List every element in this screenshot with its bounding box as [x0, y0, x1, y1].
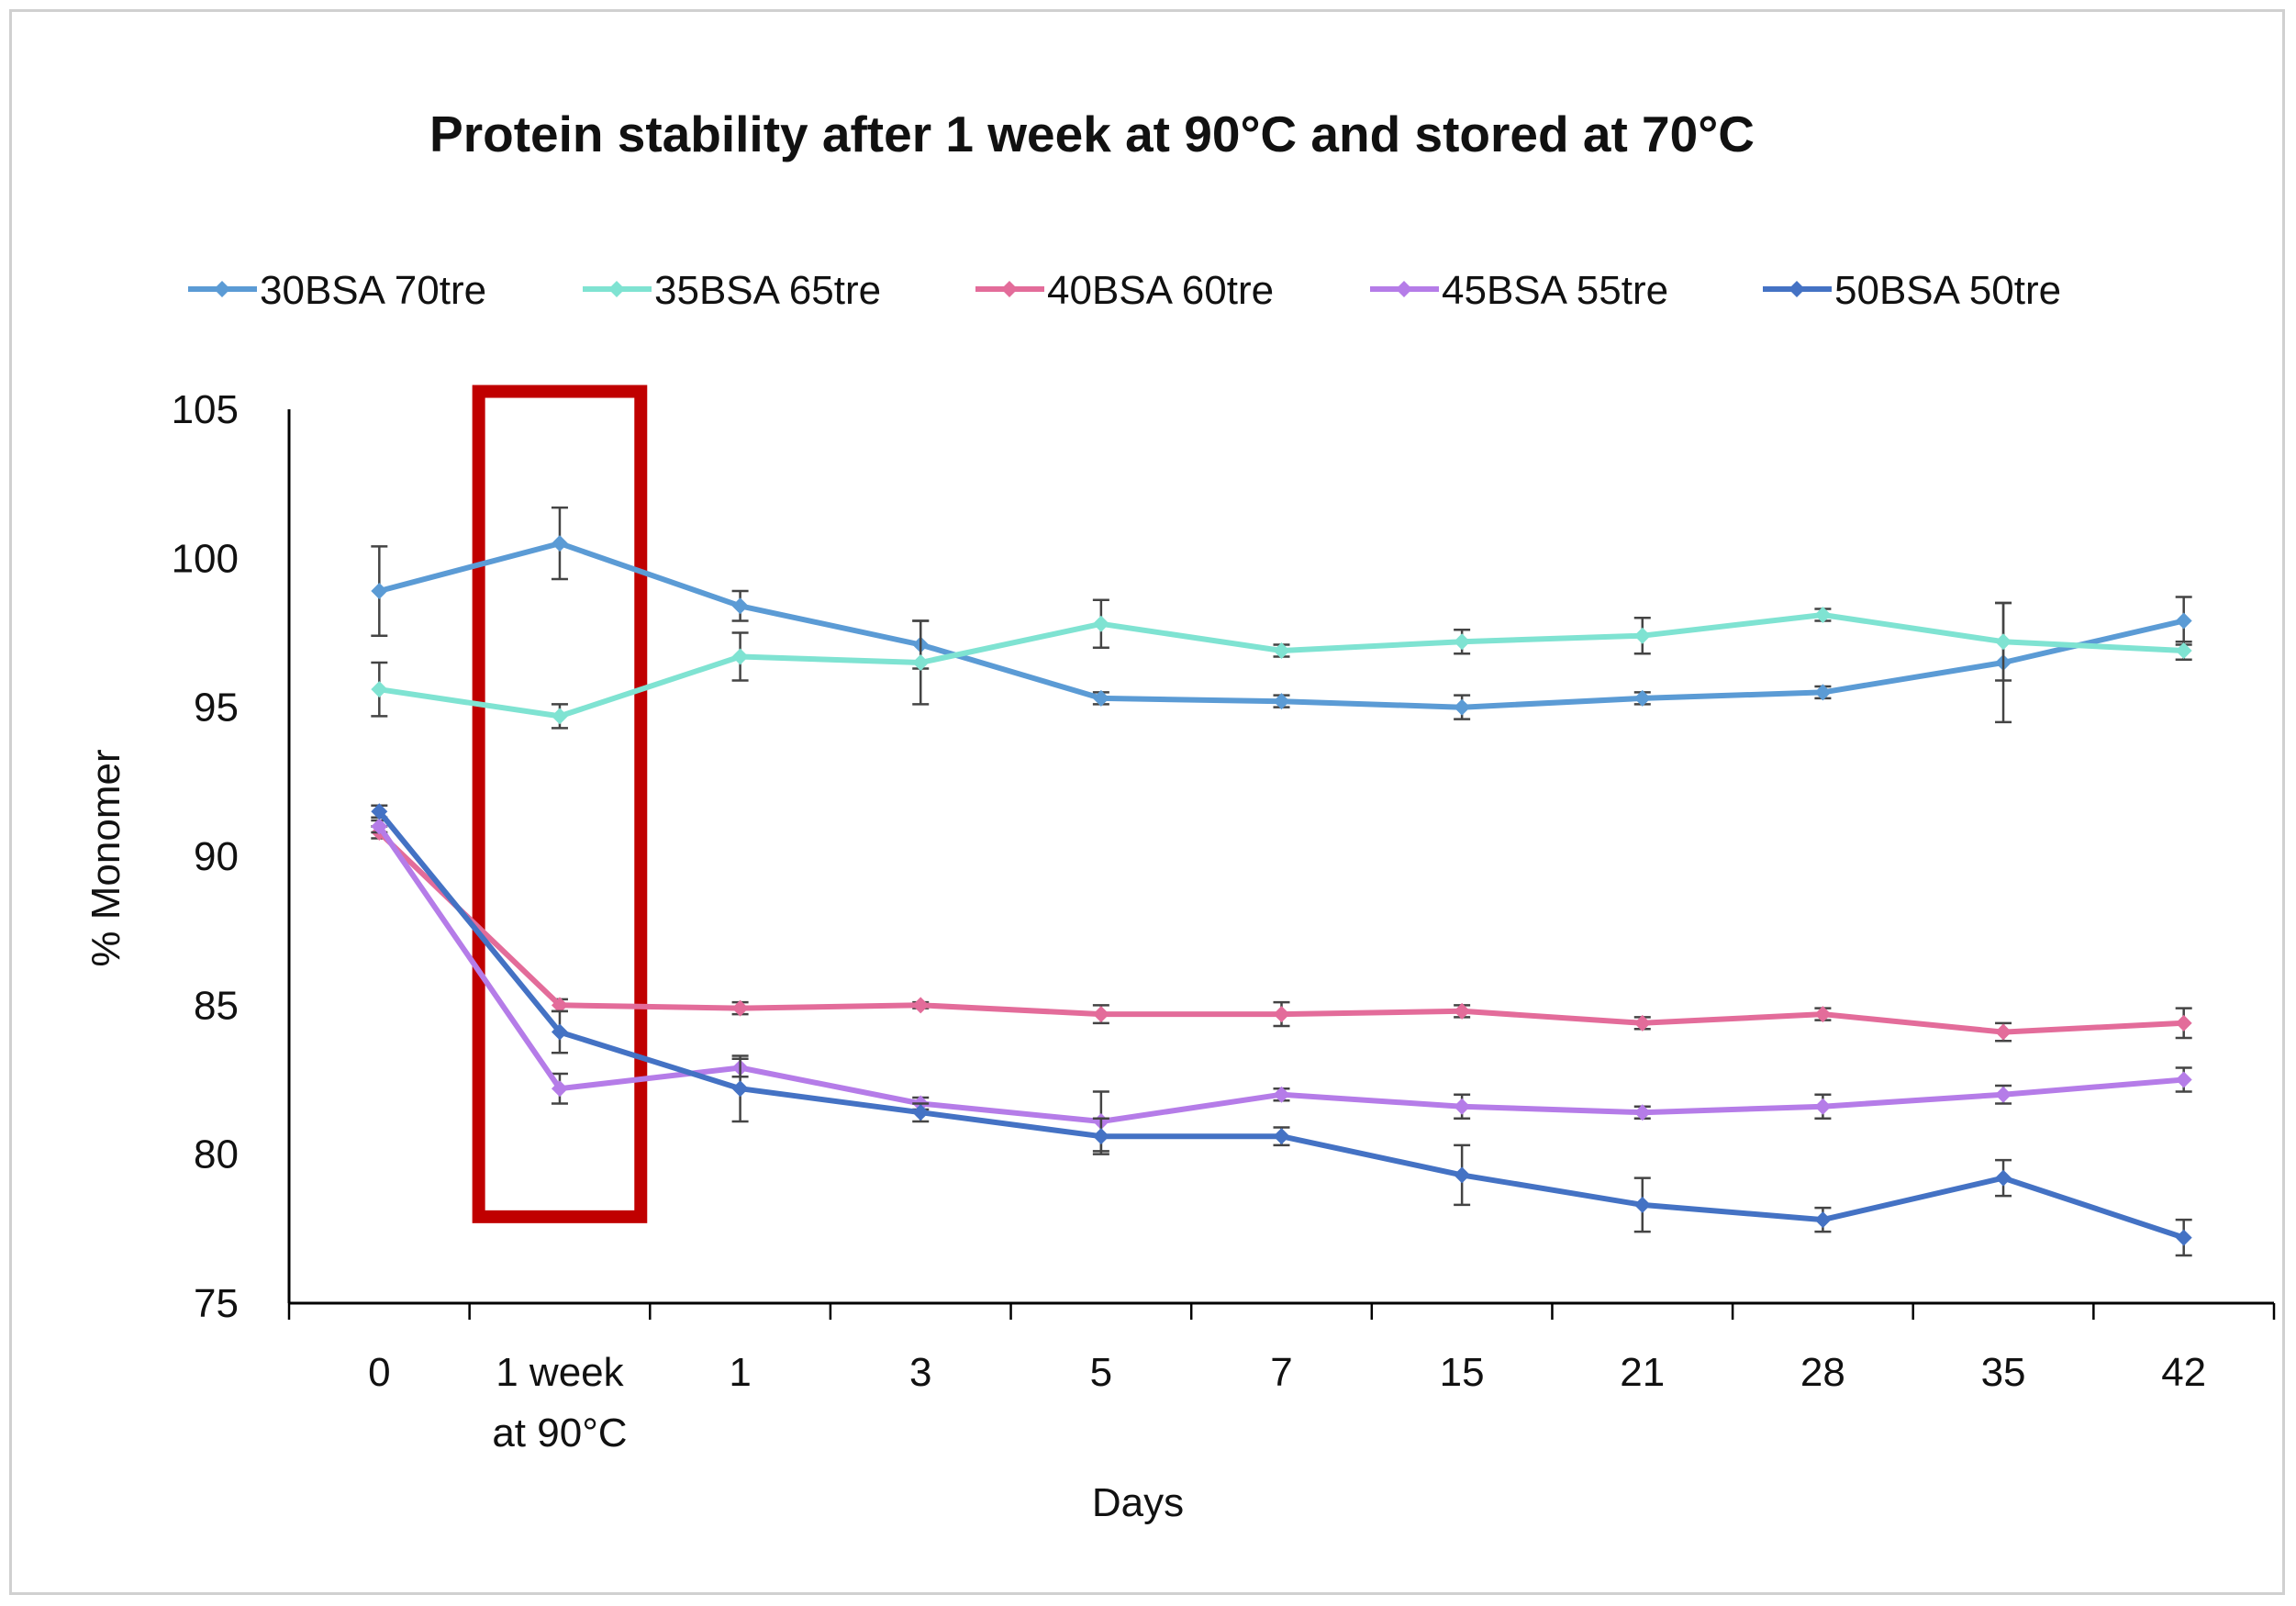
data-point: [1092, 615, 1109, 632]
data-point: [2175, 641, 2192, 659]
x-tick-label: 35: [1981, 1350, 2026, 1395]
y-tick-label: 105: [172, 387, 239, 432]
data-point: [2175, 1014, 2192, 1032]
data-point: [551, 708, 568, 725]
x-tick-label: 21: [1620, 1350, 1665, 1395]
data-point: [912, 997, 930, 1014]
data-point: [1092, 1128, 1109, 1145]
data-point: [551, 535, 568, 552]
y-tick-label: 75: [194, 1281, 239, 1326]
series-50bsa-50tre: [371, 803, 2192, 1257]
data-point: [1273, 1086, 1290, 1103]
legend-label: 45BSA 55tre: [1442, 268, 1668, 313]
data-point: [2175, 1229, 2192, 1246]
data-point: [1814, 1211, 1832, 1229]
y-tick-label: 90: [194, 834, 239, 879]
legend-label: 30BSA 70tre: [260, 268, 486, 313]
series-30bsa-70tre: [371, 506, 2192, 724]
data-point: [1092, 1006, 1109, 1023]
data-point: [731, 597, 749, 615]
data-point: [371, 818, 388, 835]
legend-marker: [1396, 281, 1412, 297]
data-point: [912, 1104, 930, 1121]
data-point: [2175, 1071, 2192, 1088]
x-tick-label: 0: [368, 1350, 390, 1395]
data-point: [1995, 1086, 2012, 1103]
data-point: [731, 648, 749, 665]
legend-item: 50BSA 50tre: [1763, 268, 2061, 313]
data-point: [1454, 1166, 1471, 1184]
data-point: [1454, 1002, 1471, 1020]
data-point: [1633, 689, 1651, 707]
data-point: [1995, 1023, 2012, 1041]
legend-marker: [608, 281, 625, 297]
legend-item: 30BSA 70tre: [188, 268, 486, 313]
data-point: [1273, 641, 1290, 659]
x-tick-label: 15: [1440, 1350, 1485, 1395]
chart-frame: [9, 9, 2285, 1595]
data-point: [1633, 1196, 1651, 1213]
x-tick-label: 42: [2161, 1350, 2206, 1395]
data-point: [912, 653, 930, 671]
x-tick-label: 1: [729, 1350, 751, 1395]
data-point: [371, 803, 388, 820]
x-tick-label: 28: [1800, 1350, 1845, 1395]
data-point: [1995, 633, 2012, 651]
data-point: [371, 583, 388, 600]
legend: 30BSA 70tre 35BSA 65tre 40BSA 60tre 45BSA 5…: [188, 268, 2061, 313]
legend-item: 45BSA 55tre: [1370, 268, 1668, 313]
data-point: [1995, 1169, 2012, 1187]
data-point: [1814, 607, 1832, 624]
x-tick-label: 1 week: [496, 1350, 624, 1395]
data-point: [731, 999, 749, 1017]
y-tick-label: 95: [194, 686, 239, 731]
y-tick-label: 85: [194, 983, 239, 1028]
plot-area: [371, 385, 2192, 1257]
x-axis-label: Days: [1092, 1480, 1184, 1525]
data-point: [1633, 1104, 1651, 1121]
legend-marker: [1001, 281, 1018, 297]
data-point: [371, 681, 388, 698]
x-tick-label: at 90°C: [492, 1411, 627, 1455]
data-point: [551, 1023, 568, 1041]
legend-label: 35BSA 65tre: [654, 268, 881, 313]
series-line: [378, 541, 2185, 710]
legend-marker: [1789, 281, 1805, 297]
legend-item: 35BSA 65tre: [583, 268, 881, 313]
data-point: [1454, 633, 1471, 651]
legend-marker: [214, 281, 230, 297]
legend-label: 50BSA 50tre: [1834, 268, 2061, 313]
data-point: [1814, 684, 1832, 701]
y-axis-label: % Monomer: [84, 749, 128, 966]
series-35bsa-65tre: [371, 598, 2192, 730]
data-point: [1633, 627, 1651, 644]
series-line: [376, 824, 2184, 1124]
y-tick-label: 80: [194, 1132, 239, 1177]
data-point: [551, 1080, 568, 1098]
data-point: [1273, 693, 1290, 710]
data-point: [1454, 698, 1471, 716]
data-point: [1273, 1128, 1290, 1145]
y-tick-label: 100: [172, 536, 239, 581]
x-tick-label: 3: [909, 1350, 931, 1395]
x-tick-label: 7: [1270, 1350, 1292, 1395]
data-point: [1633, 1014, 1651, 1032]
highlight-box: [472, 385, 648, 1223]
data-point: [1273, 1006, 1290, 1023]
data-point: [2175, 612, 2192, 630]
data-point: [1092, 689, 1109, 707]
data-point: [1454, 1098, 1471, 1115]
data-point: [551, 997, 568, 1014]
data-point: [1814, 1006, 1832, 1023]
x-tick-label: 5: [1090, 1350, 1112, 1395]
series-40bsa-60tre: [371, 824, 2192, 1043]
data-point: [1814, 1098, 1832, 1115]
legend-item: 40BSA 60tre: [975, 268, 1274, 313]
series-45bsa-55tre: [371, 818, 2192, 1153]
legend-label: 40BSA 60tre: [1047, 268, 1274, 313]
chart-title: Protein stability after 1 week at 90°C a…: [429, 106, 1755, 162]
data-point: [731, 1080, 749, 1098]
